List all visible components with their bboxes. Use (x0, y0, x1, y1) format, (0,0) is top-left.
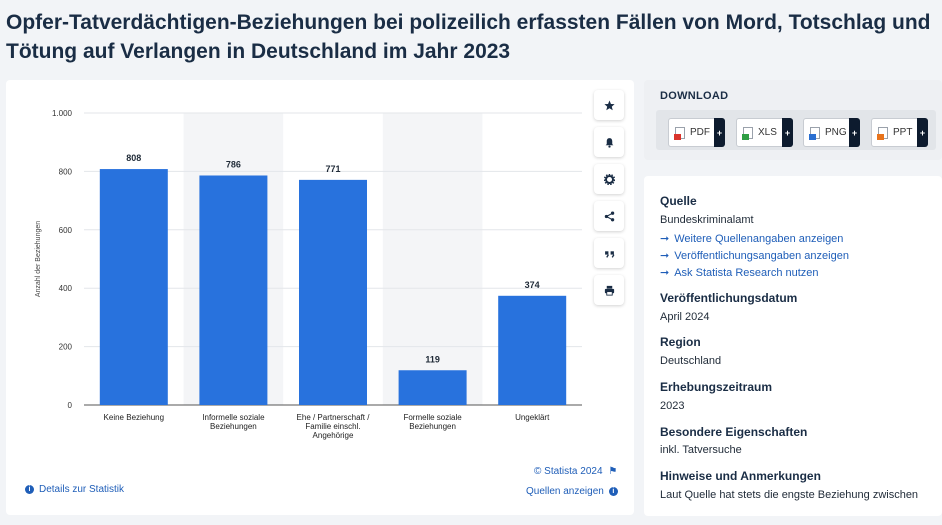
details-link-text: Details zur Statistik (39, 484, 125, 495)
download-ppt-button[interactable]: PPT + (871, 118, 928, 147)
notes-value: Laut Quelle hat stets die engste Beziehu… (660, 489, 919, 501)
bar (299, 179, 367, 405)
y-tick-label: 800 (59, 167, 73, 176)
png-file-icon (809, 126, 820, 140)
bar (398, 370, 467, 405)
print-button[interactable] (594, 275, 624, 305)
more-sources-text: Weitere Quellenangaben anzeigen (674, 233, 844, 245)
cite-button[interactable] (594, 238, 624, 268)
settings-button[interactable] (594, 164, 624, 194)
publication-date-label: Veröffentlichungsdatum (660, 291, 798, 305)
y-tick-label: 200 (59, 343, 73, 352)
arrow-right-icon: ➞ (660, 250, 670, 262)
ask-research-link[interactable]: ➞ Ask Statista Research nutzen (660, 266, 819, 279)
download-button-row: PDF + XLS + PNG + PPT + (656, 110, 936, 150)
arrow-right-icon: ➞ (660, 233, 670, 245)
special-properties-label: Besondere Eigenschaften (660, 425, 808, 439)
x-tick-label: Beziehungen (409, 422, 456, 431)
share-button[interactable] (594, 201, 624, 231)
page-title: Opfer-Tatverdächtigen-Beziehungen bei po… (6, 11, 931, 63)
download-png-button[interactable]: PNG + (803, 118, 860, 147)
favorite-button[interactable] (594, 90, 624, 120)
download-heading: DOWNLOAD (660, 90, 729, 102)
y-tick-label: 600 (59, 226, 73, 235)
x-tick-label: Angehörige (313, 431, 354, 440)
details-link[interactable]: i Details zur Statistik (20, 484, 124, 495)
x-tick-label: Ungeklärt (515, 413, 550, 422)
bar (99, 169, 168, 405)
x-tick-label: Familie einschl. (305, 422, 360, 431)
category-band (382, 113, 483, 405)
star-icon (603, 100, 615, 110)
plus-icon: + (714, 118, 725, 147)
bell-icon (605, 137, 613, 148)
x-tick-label: Formelle soziale (403, 413, 462, 422)
plus-icon: + (782, 118, 793, 147)
x-tick-label: Beziehungen (210, 422, 257, 431)
gear-icon (603, 173, 615, 185)
publication-info-text: Veröffentlichungsangaben anzeigen (674, 250, 849, 262)
x-tick-label: Keine Beziehung (104, 413, 165, 422)
bar-chart: 0 200 400 600 800 1.000 Anzahl der Beziehungen… (35, 109, 582, 440)
y-tick-label: 400 (59, 284, 73, 293)
quote-icon (604, 250, 614, 258)
x-tick-label: Informelle soziale (202, 413, 265, 422)
data-label: 771 (325, 164, 340, 174)
ask-research-text: Ask Statista Research nutzen (674, 267, 819, 279)
plus-icon: + (917, 118, 928, 147)
x-tick-label: Ehe / Partnerschaft / (297, 413, 371, 422)
download-png-label: PNG (825, 127, 847, 138)
y-tick-label: 1.000 (52, 109, 73, 118)
ppt-file-icon (877, 126, 888, 140)
source-label: Quelle (660, 194, 697, 208)
special-properties-value: inkl. Tatversuche (660, 444, 742, 456)
sources-link-text: Quellen anzeigen (526, 486, 604, 497)
notification-button[interactable] (594, 127, 624, 157)
download-xls-label: XLS (758, 127, 777, 138)
copyright-text: © Statista 2024 (534, 466, 603, 477)
publication-info-link[interactable]: ➞ Veröffentlichungsangaben anzeigen (660, 249, 849, 262)
download-panel: DOWNLOAD PDF + XLS + PNG + PPT + (644, 80, 942, 160)
survey-period-value: 2023 (660, 400, 685, 412)
source-value: Bundeskriminalamt (660, 214, 754, 226)
xls-file-icon (742, 126, 753, 140)
survey-period-label: Erhebungszeitraum (660, 380, 773, 394)
more-sources-link[interactable]: ➞ Weitere Quellenangaben anzeigen (660, 232, 843, 245)
info-panel: Quelle Bundeskriminalamt ➞ Weitere Quelle… (644, 176, 942, 516)
arrow-right-icon: ➞ (660, 267, 670, 279)
print-icon (604, 285, 614, 296)
download-xls-button[interactable]: XLS + (736, 118, 793, 147)
sources-link[interactable]: Quellen anzeigen i (526, 486, 623, 497)
notes-label: Hinweise und Anmerkungen (660, 469, 821, 483)
bar (498, 295, 567, 405)
bar (199, 175, 268, 405)
region-label: Region (660, 335, 701, 349)
region-value: Deutschland (660, 355, 722, 367)
download-ppt-label: PPT (893, 127, 913, 138)
data-label: 119 (425, 354, 440, 364)
y-axis-label: Anzahl der Beziehungen (35, 221, 42, 297)
data-label: 808 (126, 153, 141, 163)
y-tick-label: 0 (68, 401, 73, 410)
chart-toolbar (594, 90, 626, 312)
publication-date-value: April 2024 (660, 311, 710, 323)
data-label: 786 (226, 159, 241, 169)
download-pdf-button[interactable]: PDF + (668, 118, 725, 147)
info-icon: i (25, 485, 34, 494)
copyright-link[interactable]: © Statista 2024 ⚑ (534, 466, 617, 477)
pdf-file-icon (674, 126, 685, 140)
download-pdf-label: PDF (690, 127, 710, 138)
chart-card: 0 200 400 600 800 1.000 Anzahl der Beziehungen… (6, 80, 634, 515)
flag-icon: ⚑ (608, 466, 618, 477)
plus-icon: + (849, 118, 860, 147)
info-icon: i (608, 487, 618, 496)
share-icon (604, 211, 614, 221)
data-label: 374 (525, 280, 540, 290)
